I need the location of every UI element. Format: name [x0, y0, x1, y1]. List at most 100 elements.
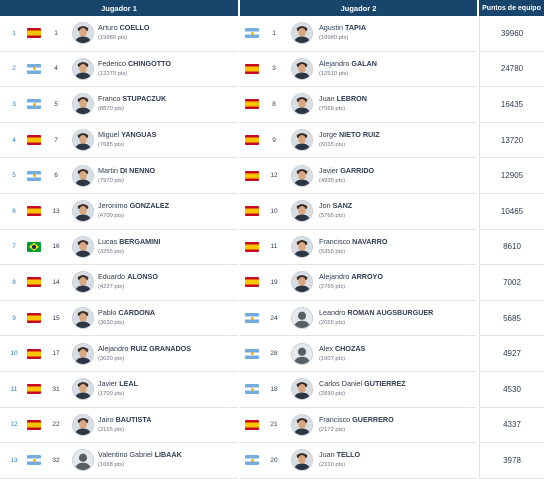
- player1-cell: 2 4 Federico CHINGOTTO (12270 pts): [0, 52, 238, 88]
- player-name[interactable]: Eduardo ALONSO: [98, 272, 158, 282]
- table-row: 3 5 Franco STUPACZUK (8870 pts) 8 Juan LEB…: [0, 87, 544, 123]
- player-name[interactable]: Alejandro RUIZ GRANADOS: [98, 344, 191, 354]
- player-name[interactable]: Jeronimo GONZALEZ: [98, 201, 169, 211]
- player-first-name: Agustin: [319, 23, 343, 33]
- team-position: 9: [12, 314, 16, 322]
- player-name[interactable]: Valentino Gabriel LIBAAK: [98, 450, 182, 460]
- player-last-name: ARROYO: [351, 272, 383, 282]
- player-name[interactable]: Alejandro GALAN: [319, 59, 377, 69]
- team-position: 6: [12, 207, 16, 215]
- player-points: (4935 pts): [319, 177, 346, 184]
- player-avatar[interactable]: [291, 129, 313, 152]
- player-avatar[interactable]: [72, 93, 94, 116]
- player-last-name: NIETO RUIZ: [338, 130, 380, 140]
- player-avatar[interactable]: [291, 93, 313, 116]
- flag-es-icon: [27, 313, 41, 324]
- player-avatar[interactable]: [291, 164, 313, 187]
- flag-ar-icon: [245, 28, 259, 39]
- player-name[interactable]: Francisco GUERRERO: [319, 415, 394, 425]
- player-points: (3255 pts): [98, 248, 125, 255]
- player-name[interactable]: Jon SANZ: [319, 201, 352, 211]
- table-row: 11 31 Javier LEAL (1700 pts) 18 Carlos Da…: [0, 372, 544, 408]
- player2-cell: 18 Carlos Daniel GUTIERREZ (2830 pts): [240, 372, 477, 408]
- player-name[interactable]: Jorge NIETO RUIZ: [319, 130, 380, 140]
- player-avatar[interactable]: [291, 449, 313, 472]
- player-name[interactable]: Martin DI NENNO: [98, 166, 155, 176]
- player-avatar[interactable]: [72, 413, 94, 436]
- player-avatar[interactable]: [72, 164, 94, 187]
- player-name-block: Alejandro GALAN (12510 pts): [319, 59, 377, 79]
- player-name[interactable]: Miguel YANGUAS: [98, 130, 156, 140]
- player-name-block: Federico CHINGOTTO (12270 pts): [98, 59, 171, 79]
- player-avatar[interactable]: [291, 413, 313, 436]
- player2-cell: 3 Alejandro GALAN (12510 pts): [240, 52, 477, 88]
- team-points: 12905: [479, 158, 544, 194]
- flag-ar-icon: [245, 348, 259, 359]
- player-name[interactable]: Lucas BERGAMINI: [98, 237, 160, 247]
- player-avatar[interactable]: [72, 235, 94, 258]
- player-name[interactable]: Javier LEAL: [98, 379, 138, 389]
- player-name[interactable]: Leandro ROMAN AUGSBURGUER: [319, 308, 433, 318]
- player-last-name: COELLO: [119, 23, 150, 33]
- player-avatar[interactable]: [72, 307, 94, 330]
- player-points: (2055 pts): [319, 320, 346, 327]
- player-rank: 22: [52, 421, 60, 429]
- player-name-block: Alejandro RUIZ GRANADOS (3020 pts): [98, 344, 191, 364]
- player-points: (6035 pts): [319, 142, 346, 149]
- player-first-name: Jairo: [98, 414, 114, 424]
- player-avatar[interactable]: [291, 57, 313, 80]
- player-avatar[interactable]: [291, 378, 313, 401]
- player-name[interactable]: Arturo COELLO: [98, 23, 150, 33]
- player-avatar[interactable]: [72, 449, 94, 472]
- player-rank: 11: [270, 243, 278, 251]
- player-avatar[interactable]: [72, 342, 94, 365]
- player-first-name: Franco: [98, 94, 121, 104]
- player-avatar[interactable]: [72, 129, 94, 152]
- player-avatar[interactable]: [291, 235, 313, 258]
- team-position: 11: [10, 385, 18, 393]
- player-last-name: STUPACZUK: [122, 94, 167, 104]
- player-first-name: Javier: [319, 165, 339, 175]
- player-avatar[interactable]: [72, 57, 94, 80]
- player-name-block: Jorge NIETO RUIZ (6035 pts): [319, 130, 380, 150]
- player2-cell: 11 Francisco NAVARRO (5355 pts): [240, 230, 477, 266]
- player-last-name: SANZ: [332, 201, 353, 211]
- player-first-name: Alejandro: [319, 272, 350, 282]
- player-name[interactable]: Pablo CARDONA: [98, 308, 155, 318]
- player-name-block: Javier GARRIDO (4935 pts): [319, 166, 374, 186]
- player-avatar[interactable]: [72, 22, 94, 45]
- player-name[interactable]: Francisco NAVARRO: [319, 237, 387, 247]
- player-avatar[interactable]: [291, 307, 313, 330]
- team-position: 12: [10, 421, 18, 429]
- player-name-block: Javier LEAL (1700 pts): [98, 379, 138, 399]
- player-avatar[interactable]: [72, 271, 94, 294]
- player-rank: 28: [270, 350, 278, 358]
- player-name[interactable]: Alex CHOZAS: [319, 344, 365, 354]
- player-name[interactable]: Alejandro ARROYO: [319, 272, 383, 282]
- player-first-name: Lucas: [98, 236, 118, 246]
- player-avatar[interactable]: [291, 200, 313, 223]
- player-rank: 31: [52, 385, 60, 393]
- team-position: 7: [12, 243, 16, 251]
- player-first-name: Federico: [98, 58, 126, 68]
- player-name[interactable]: Federico CHINGOTTO: [98, 59, 171, 69]
- player-avatar[interactable]: [72, 378, 94, 401]
- player-name[interactable]: Juan TELLO: [319, 450, 360, 460]
- player-avatar[interactable]: [291, 342, 313, 365]
- player-avatar[interactable]: [291, 271, 313, 294]
- player-name[interactable]: Jairo BAUTISTA: [98, 415, 151, 425]
- flag-es-icon: [27, 135, 41, 146]
- player-name[interactable]: Carlos Daniel GUTIERREZ: [319, 379, 406, 389]
- player-avatar[interactable]: [72, 200, 94, 223]
- player-avatar[interactable]: [291, 22, 313, 45]
- player-last-name: CHOZAS: [334, 343, 366, 353]
- player-name[interactable]: Juan LEBRON: [319, 94, 367, 104]
- player-name[interactable]: Agustin TAPIA: [319, 23, 366, 33]
- flag-es-icon: [245, 170, 259, 181]
- player-name[interactable]: Javier GARRIDO: [319, 166, 374, 176]
- player-name[interactable]: Franco STUPACZUK: [98, 94, 166, 104]
- player-first-name: Alejandro: [98, 343, 129, 353]
- column-header-player1: Jugador 1: [0, 0, 238, 16]
- player1-cell: 4 7 Miguel YANGUAS (7685 pts): [0, 123, 238, 159]
